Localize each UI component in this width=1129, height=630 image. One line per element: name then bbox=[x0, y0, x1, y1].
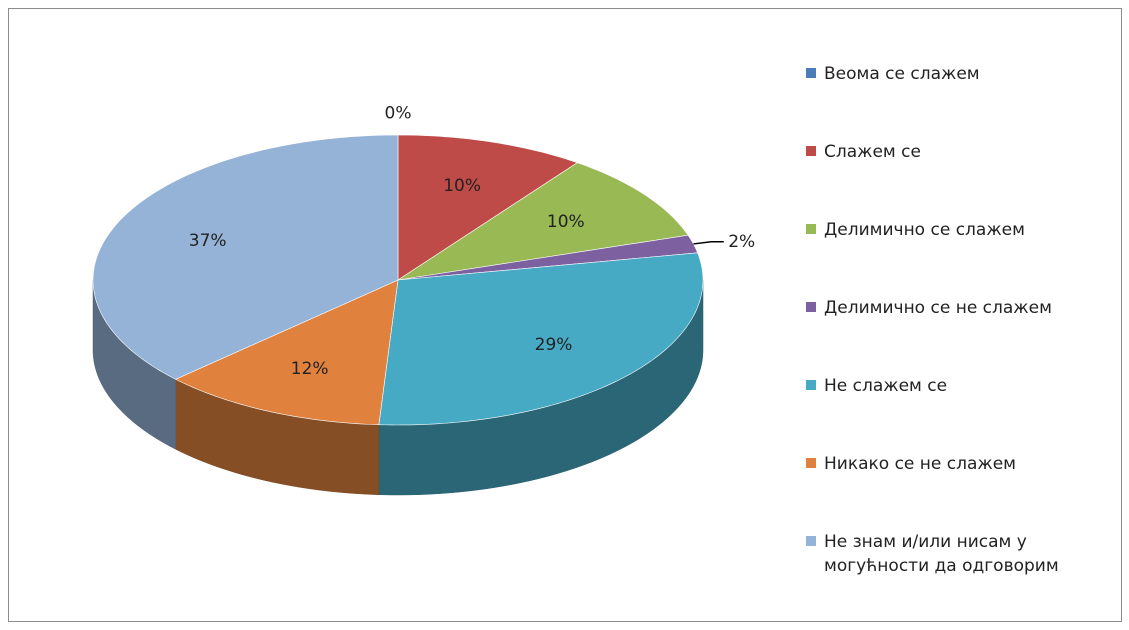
legend-label: Никако се не слажем bbox=[824, 454, 1017, 474]
slice bbox=[92, 134, 399, 380]
data-label: 0% bbox=[385, 103, 412, 123]
legend-item: Делимично се не слажем bbox=[806, 296, 1106, 374]
data-label: 29% bbox=[535, 335, 573, 355]
slice bbox=[174, 279, 399, 426]
slice bbox=[397, 134, 578, 281]
walls bbox=[92, 279, 704, 496]
legend-swatch bbox=[806, 68, 816, 78]
legend-label: Слажем се bbox=[824, 142, 921, 162]
legend-item: Веома се слажем bbox=[806, 62, 1106, 140]
legend: Веома се слажем Слажем се Делимично се сла… bbox=[806, 62, 1106, 608]
legend-label: Не знам и/или нисам у могућности да одго… bbox=[824, 532, 1059, 576]
data-label: 10% bbox=[547, 212, 585, 232]
legend-label: Не слажем се bbox=[824, 376, 948, 396]
leader-line bbox=[693, 241, 724, 245]
legend-label: Делимично се не слажем bbox=[824, 298, 1052, 318]
slices bbox=[92, 134, 704, 426]
legend-swatch bbox=[806, 146, 816, 156]
legend-label: Делимично се слажем bbox=[824, 220, 1025, 240]
data-label: 2% bbox=[728, 232, 755, 252]
legend-swatch bbox=[806, 224, 816, 234]
slice bbox=[397, 162, 689, 281]
data-label: 37% bbox=[189, 231, 227, 251]
legend-swatch bbox=[806, 458, 816, 468]
slice bbox=[397, 234, 699, 281]
data-label: 10% bbox=[443, 176, 481, 196]
data-label: 12% bbox=[291, 359, 329, 379]
legend-item: Слажем се bbox=[806, 140, 1106, 218]
legend-swatch bbox=[806, 380, 816, 390]
legend-item: Никако се не слажем bbox=[806, 452, 1106, 530]
legend-item: Не слажем се bbox=[806, 374, 1106, 452]
legend-label: Веома се слажем bbox=[824, 64, 980, 84]
slice bbox=[378, 252, 704, 426]
chart-frame bbox=[8, 8, 1122, 622]
legend-item: Не знам и/или нисам у могућности да одго… bbox=[806, 530, 1106, 608]
legend-item: Делимично се слажем bbox=[806, 218, 1106, 296]
legend-swatch bbox=[806, 302, 816, 312]
legend-swatch bbox=[806, 536, 816, 546]
